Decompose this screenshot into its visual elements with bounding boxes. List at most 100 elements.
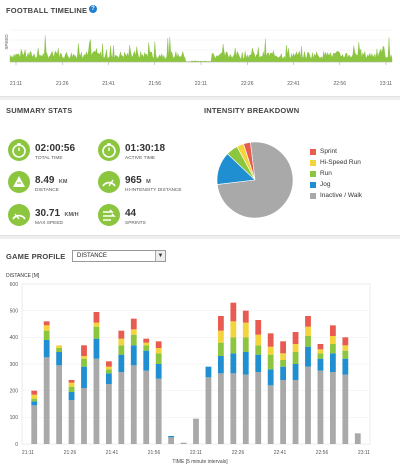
x-tick-label: 22:11 xyxy=(190,450,202,456)
bar-segment-jog xyxy=(255,354,262,372)
legend-swatch xyxy=(310,148,316,155)
timeline-tick-label: 21:41 xyxy=(102,81,115,87)
bar-segment-run xyxy=(280,360,287,367)
bar-segment-jog xyxy=(292,364,299,380)
bar-segment-inactive-walk xyxy=(354,433,361,444)
bar-segment-hi-speed-run xyxy=(329,336,336,344)
bar-segment-jog xyxy=(342,358,349,375)
bar-segment-inactive-walk xyxy=(242,374,249,444)
x-tick-label: 23:11 xyxy=(358,450,370,456)
bar-segment-sprint xyxy=(155,341,162,348)
bar-segment-hi-speed-run xyxy=(81,356,87,359)
bar-segment-jog xyxy=(168,436,175,438)
bar-segment-sprint xyxy=(68,380,75,383)
bar-segment-hi-speed-run xyxy=(230,321,237,338)
stat-label: ACTIVE TIME xyxy=(125,156,156,161)
bar-segment-hi-speed-run xyxy=(155,348,162,354)
bar-segment-hi-speed-run xyxy=(105,366,112,370)
bar-segment-jog xyxy=(242,352,249,375)
section-divider xyxy=(0,96,400,100)
game-profile-title: GAME PROFILE xyxy=(6,252,66,261)
bar-segment-jog xyxy=(217,356,224,374)
bar-segment-inactive-walk xyxy=(130,365,137,444)
bar-segment-inactive-walk xyxy=(93,358,100,444)
legend-item: Hi-Speed Run xyxy=(310,157,362,168)
bar-segment-inactive-walk xyxy=(230,373,237,444)
intensity-title: INTENSITY BREAKDOWN xyxy=(204,106,300,115)
bar-segment-hi-speed-run xyxy=(43,325,50,331)
bar-segment-hi-speed-run xyxy=(217,330,224,343)
bar-segment-hi-speed-run xyxy=(118,338,125,346)
intensity-pie-chart xyxy=(216,141,294,219)
legend-swatch xyxy=(310,170,316,177)
bar-segment-sprint xyxy=(267,333,274,347)
bar-segment-sprint xyxy=(93,312,100,323)
help-icon[interactable]: ? xyxy=(89,5,97,13)
stat-value: 8.49 xyxy=(35,175,55,186)
x-tick-label: 21:41 xyxy=(106,450,119,456)
bar-segment-inactive-walk xyxy=(317,370,324,444)
legend-item: Sprint xyxy=(310,146,362,157)
sprint-icon xyxy=(98,204,120,226)
bar-segment-sprint xyxy=(342,337,349,346)
bar-segment-hi-speed-run xyxy=(305,326,311,336)
bar-segment-inactive-walk xyxy=(68,400,75,444)
stat-label: DISTANCE xyxy=(35,188,59,193)
bar-segment-run xyxy=(317,353,324,359)
bar-segment-hi-speed-run xyxy=(242,322,249,338)
stat-distance: 8.49 KM DISTANCE xyxy=(8,170,67,194)
timeline-title: FOOTBALL TIMELINE xyxy=(6,6,88,15)
timeline-tick-label: 22:26 xyxy=(241,81,254,87)
bar-segment-inactive-walk xyxy=(155,378,162,444)
bar-segment-run xyxy=(329,344,336,354)
speed-timeline-chart: SPEED 21:11 21:26 21:41 21:56 22:11 22:26 22:41… xyxy=(4,29,392,87)
metric-select[interactable]: DISTANCE ▼ xyxy=(72,250,166,262)
stat-value: 44 xyxy=(125,208,137,219)
bar-segment-run xyxy=(130,334,137,346)
bar-segment-run xyxy=(105,369,112,374)
legend-swatch xyxy=(310,181,316,188)
bar-segment-jog xyxy=(267,369,274,386)
legend-swatch xyxy=(310,192,316,199)
bar-segment-run xyxy=(68,386,75,392)
chevron-down-icon[interactable]: ▼ xyxy=(155,251,165,261)
stat-unit: M xyxy=(146,179,151,185)
bar-segment-sprint xyxy=(317,344,324,350)
stat-value: 30.71 xyxy=(35,208,61,219)
bar-segment-inactive-walk xyxy=(168,437,175,444)
bar-segment-inactive-walk xyxy=(43,357,50,444)
bar-segment-sprint xyxy=(280,341,287,354)
y-tick-label: 300 xyxy=(10,362,19,368)
distance-icon xyxy=(8,171,30,193)
bar-segment-sprint xyxy=(143,338,150,343)
bar-segment-jog xyxy=(130,345,137,366)
pie-slice-inactive-walk xyxy=(216,141,294,219)
bar-segment-inactive-walk xyxy=(81,388,87,444)
bar-segment-jog xyxy=(105,373,112,384)
bar-segment-run xyxy=(31,398,38,402)
bar-segment-inactive-walk xyxy=(280,380,287,444)
y-tick-label: 0 xyxy=(15,442,18,448)
x-tick-label: 22:26 xyxy=(232,450,245,456)
intensity-breakdown: INTENSITY BREAKDOWN Sprint Hi-Speed Run Ru… xyxy=(200,100,400,235)
x-tick-label: 21:26 xyxy=(64,450,77,456)
bar-segment-run xyxy=(242,337,249,352)
stat-label: TOTAL TIME xyxy=(35,156,63,161)
x-tick-label: 21:56 xyxy=(148,450,161,456)
bar-segment-sprint xyxy=(305,316,311,327)
legend-label: Inactive / Walk xyxy=(320,192,363,199)
stat-total-time: 02:00:56 TOTAL TIME xyxy=(8,138,75,162)
bar-segment-hi-speed-run xyxy=(267,346,274,355)
stat-unit: KM xyxy=(58,179,68,185)
hi-intensity-icon xyxy=(98,171,120,193)
timeline-tick-label: 22:11 xyxy=(195,81,207,87)
timeline-tick-label: 21:11 xyxy=(10,81,22,87)
bar-segment-inactive-walk xyxy=(31,405,38,444)
legend-label: Jog xyxy=(320,181,331,188)
bar-segment-inactive-walk xyxy=(292,380,299,444)
bar-segment-sprint xyxy=(81,345,87,356)
bar-segment-inactive-walk xyxy=(56,365,63,444)
bar-segment-jog xyxy=(155,364,162,379)
bar-segment-jog xyxy=(329,353,336,372)
bar-segment-run xyxy=(81,358,87,367)
